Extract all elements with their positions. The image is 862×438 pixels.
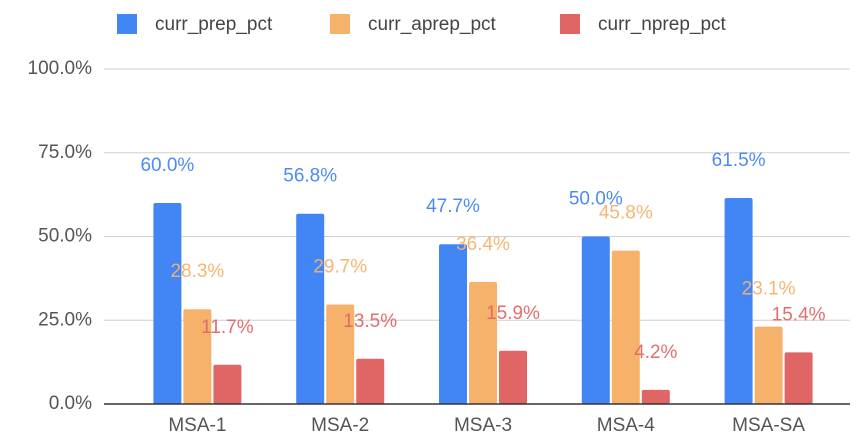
- y-tick-label: 75.0%: [38, 142, 92, 163]
- data-label: 61.5%: [712, 150, 766, 171]
- x-tick-label: MSA-3: [454, 415, 512, 436]
- bar: [213, 364, 242, 404]
- legend-swatch: [117, 14, 137, 34]
- bar: [581, 236, 610, 404]
- bar: [499, 350, 527, 404]
- data-label: 60.0%: [140, 155, 194, 176]
- legend-label: curr_nprep_pct: [598, 14, 727, 35]
- bar: [469, 282, 497, 404]
- x-tick-label: MSA-SA: [732, 415, 805, 436]
- legend-label: curr_prep_pct: [155, 14, 273, 35]
- bar: [356, 358, 385, 404]
- data-label: 50.0%: [569, 189, 623, 210]
- bar: [296, 213, 325, 404]
- y-tick-label: 50.0%: [38, 226, 92, 247]
- data-label: 29.7%: [313, 257, 367, 278]
- data-label: 15.4%: [772, 304, 826, 325]
- data-label: 15.9%: [486, 303, 540, 324]
- data-label: 36.4%: [456, 234, 510, 255]
- bar: [183, 309, 212, 404]
- legend-swatch: [330, 14, 350, 34]
- legend-swatch: [560, 14, 580, 34]
- data-label: 28.3%: [170, 261, 224, 282]
- x-tick-label: MSA-4: [597, 415, 656, 436]
- data-label: 23.1%: [742, 279, 796, 300]
- data-label: 4.2%: [634, 342, 677, 363]
- bar: [754, 326, 783, 404]
- data-label: 47.7%: [426, 196, 480, 217]
- bar: [439, 244, 467, 404]
- y-tick-label: 100.0%: [28, 58, 93, 79]
- data-label: 45.8%: [599, 203, 653, 224]
- data-label: 11.7%: [201, 317, 254, 338]
- data-label: 13.5%: [343, 311, 397, 332]
- data-label: 56.8%: [283, 166, 337, 187]
- x-tick-label: MSA-2: [311, 415, 369, 436]
- y-tick-label: 25.0%: [38, 309, 92, 330]
- bar: [641, 389, 670, 404]
- bar: [784, 352, 813, 404]
- legend-label: curr_aprep_pct: [368, 14, 497, 35]
- bar: [153, 203, 182, 404]
- bar: [724, 197, 753, 404]
- bar: [326, 304, 355, 404]
- x-tick-label: MSA-1: [168, 415, 226, 436]
- bar: [611, 250, 640, 404]
- y-tick-label: 0.0%: [49, 393, 92, 414]
